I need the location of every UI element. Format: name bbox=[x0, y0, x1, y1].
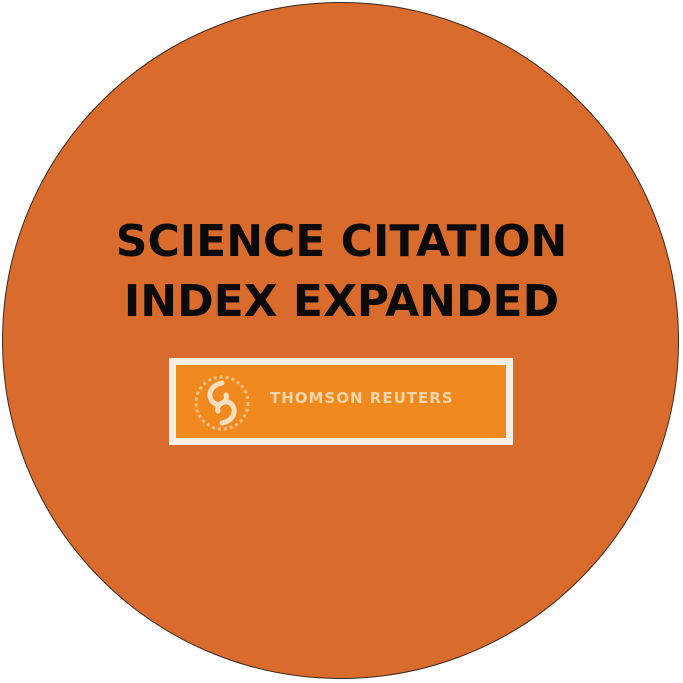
logo-background: THOMSON REUTERS bbox=[176, 365, 506, 438]
badge-title-line1: SCIENCE CITATION bbox=[115, 216, 568, 267]
logo-text: THOMSON REUTERS bbox=[270, 389, 454, 407]
badge-title: SCIENCE CITATION INDEX EXPANDED bbox=[0, 212, 683, 332]
thomson-reuters-logo-icon bbox=[194, 375, 250, 431]
thomson-reuters-logo: THOMSON REUTERS bbox=[169, 358, 513, 445]
badge-title-line2: INDEX EXPANDED bbox=[123, 276, 560, 327]
